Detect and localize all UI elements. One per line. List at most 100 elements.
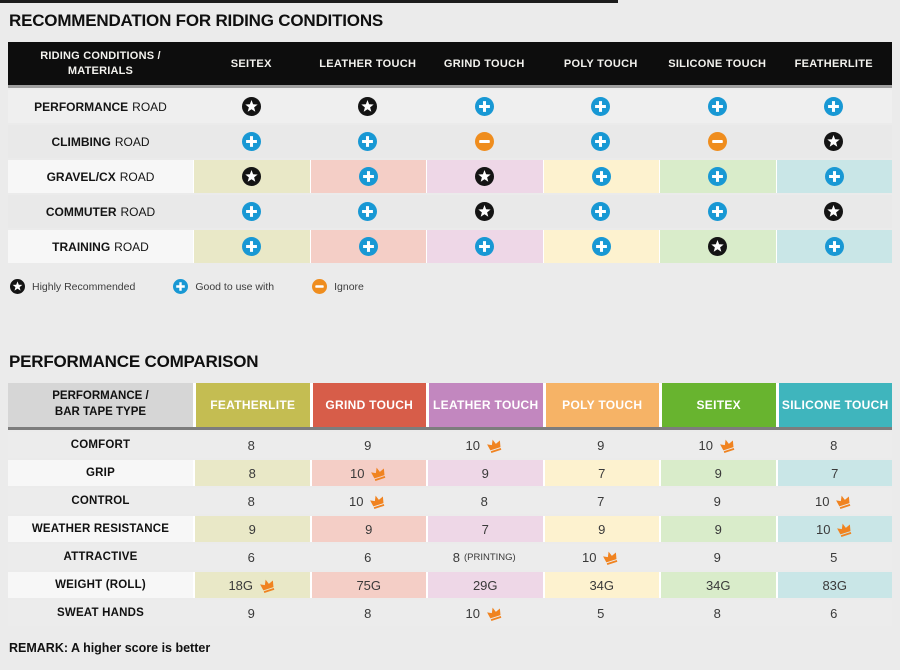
- cell-value: 8: [248, 465, 256, 481]
- metric-label: COMFORT: [8, 432, 193, 458]
- cell-value: 8: [247, 493, 255, 509]
- rating-cell: [542, 195, 659, 228]
- star-icon: [824, 132, 844, 151]
- score-cell: 7: [542, 460, 659, 486]
- star-icon: [475, 167, 495, 186]
- column-header: POLY TOUCH: [563, 57, 638, 70]
- cell-value: 10: [465, 437, 480, 453]
- column-header: LEATHER TOUCH: [319, 57, 417, 70]
- crown-icon: [257, 575, 278, 595]
- cell-value: 5: [597, 605, 605, 621]
- condition-suffix: ROAD: [114, 239, 149, 254]
- score-cell: 9: [659, 460, 776, 486]
- plus-icon: [358, 202, 378, 221]
- star-icon: [358, 97, 378, 116]
- table-row: TRAINING ROAD: [8, 230, 892, 263]
- score-cell: 8 (PRINTING): [426, 544, 543, 570]
- header-separator: [8, 427, 892, 430]
- score-cell: 9: [309, 432, 426, 458]
- legend: Highly Recommended Good to use with Ignore: [10, 279, 900, 294]
- condition-suffix: ROAD: [119, 169, 155, 184]
- score-cell: 7: [426, 516, 543, 542]
- plus-icon: [591, 132, 611, 151]
- column-header: FEATHERLITE: [193, 383, 310, 427]
- condition-suffix: ROAD: [132, 99, 167, 114]
- cell-value: 8: [247, 437, 255, 453]
- cell-value: 7: [831, 465, 839, 481]
- score-cell: 34G: [659, 572, 776, 598]
- score-cell: 8: [659, 600, 776, 626]
- rating-cell: [426, 90, 543, 123]
- rating-cell: [775, 90, 892, 123]
- minus-icon: [474, 132, 494, 151]
- condition-suffix: ROAD: [114, 134, 150, 149]
- cell-value: 10: [816, 521, 831, 537]
- metric-label: WEATHER RESISTANCE: [8, 516, 193, 542]
- table-row: COMFORT 8 9 10 9 10 8: [8, 432, 892, 458]
- plus-icon: [591, 237, 611, 256]
- score-cell: 18G: [193, 572, 310, 598]
- rating-cell: [309, 125, 426, 158]
- cell-value: 9: [248, 521, 256, 537]
- score-cell: 9: [309, 516, 426, 542]
- column-header: SILICONE TOUCH: [668, 57, 767, 70]
- rating-cell: [193, 195, 310, 228]
- table-row: PERFORMANCE ROAD: [8, 90, 892, 123]
- recommendation-title: RECOMMENDATION FOR RIDING CONDITIONS: [9, 11, 384, 30]
- remark-text: REMARK: A higher score is better: [9, 641, 211, 655]
- rating-cell: [542, 160, 659, 193]
- plus-icon: [474, 97, 494, 116]
- star-icon: [708, 237, 728, 256]
- rating-cell: [309, 90, 426, 123]
- rating-cell: [542, 230, 659, 263]
- cell-value: 29G: [472, 577, 498, 593]
- cell-value: 9: [598, 521, 606, 537]
- plus-icon: [475, 237, 495, 256]
- performance-table-header: PERFORMANCE / BAR TAPE TYPE FEATHERLITE G…: [8, 383, 892, 427]
- table-row: WEATHER RESISTANCE 9 9 7 9 9 10: [8, 516, 892, 542]
- column-header: SILICONE TOUCH: [775, 383, 892, 427]
- plus-icon: [591, 202, 611, 221]
- star-icon: [242, 167, 262, 186]
- performance-rows: COMFORT 8 9 10 9 10 8 GRIP 8 10 9 7 9 7 CONTROL 8 10 8 7 9 1…: [8, 432, 892, 626]
- condition-name: PERFORMANCE: [34, 99, 129, 114]
- crown-icon: [484, 603, 505, 623]
- plus-icon: [591, 167, 611, 186]
- cell-value: 9: [597, 437, 605, 453]
- plus-icon: [708, 167, 728, 186]
- star-icon: [10, 279, 25, 294]
- crown-icon: [484, 435, 505, 455]
- cell-value: 7: [481, 521, 489, 537]
- recommendation-table-header: RIDING CONDITIONS / MATERIALS SEITEX LEAT…: [8, 42, 892, 85]
- cell-value: 9: [364, 437, 372, 453]
- column-header: SEITEX: [230, 57, 272, 70]
- cell-value: 10: [698, 437, 713, 453]
- cell-value: 10: [350, 465, 365, 481]
- score-cell: 7: [542, 488, 659, 514]
- score-cell: 10: [775, 488, 892, 514]
- score-cell: 34G: [542, 572, 659, 598]
- rating-cell: [426, 125, 543, 158]
- cell-value: 83G: [822, 577, 848, 593]
- score-cell: 8: [426, 488, 543, 514]
- cell-value: 8: [452, 549, 460, 565]
- condition-name: GRAVEL/CX: [46, 169, 116, 184]
- rating-cell: [426, 160, 543, 193]
- score-cell: 10: [426, 600, 543, 626]
- plus-icon: [358, 237, 378, 256]
- cell-value: 10: [815, 493, 830, 509]
- recommendation-table: RIDING CONDITIONS / MATERIALS SEITEX LEAT…: [8, 42, 892, 263]
- recommendation-rows: PERFORMANCE ROAD CLIMBING ROAD GRAVEL/CX ROAD…: [8, 90, 892, 263]
- score-cell: 9: [659, 488, 776, 514]
- cell-value: 7: [597, 493, 605, 509]
- performance-title: PERFORMANCE COMPARISON: [9, 352, 259, 371]
- score-cell: 9: [542, 432, 659, 458]
- cell-value: 75G: [356, 577, 382, 593]
- cell-value: 9: [247, 605, 255, 621]
- column-header: SEITEX: [659, 383, 776, 427]
- plus-icon: [824, 167, 844, 186]
- cell-value: 8: [364, 605, 372, 621]
- score-cell: 8: [193, 460, 310, 486]
- table-row: SWEAT HANDS 9 8 10 5 8 6: [8, 600, 892, 626]
- cell-value: 6: [830, 605, 838, 621]
